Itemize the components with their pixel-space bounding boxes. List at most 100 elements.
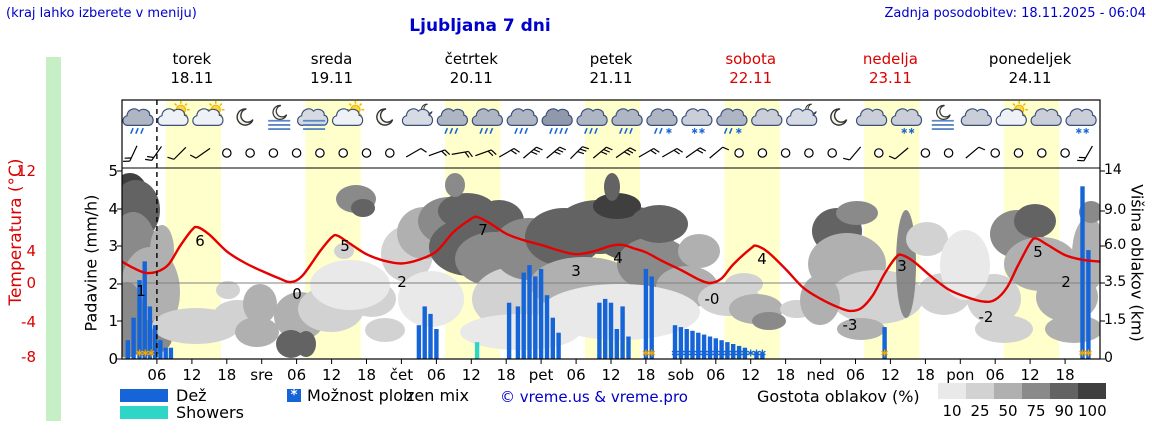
x-tick-label: 12 — [601, 366, 620, 384]
wind-barb-icon — [592, 146, 613, 159]
density-value: 25 — [970, 402, 990, 420]
day-name: torek — [172, 50, 212, 68]
precip-bar — [713, 338, 718, 359]
x-tick-label: ned — [806, 366, 834, 384]
rain-legend-label: Dež — [176, 386, 207, 405]
precip-bar — [428, 313, 433, 359]
temp-value-label: -0 — [705, 290, 720, 308]
cloud-blob — [975, 315, 1033, 343]
x-tick-label: 18 — [497, 366, 516, 384]
precip-bar — [614, 329, 619, 359]
precip-bar — [707, 336, 713, 359]
cloud-blob — [351, 199, 375, 217]
cloud-blob — [296, 331, 316, 357]
wind-barb-icon — [405, 147, 427, 158]
precip-bar — [684, 329, 689, 359]
precip-tick-label: 0 — [108, 350, 118, 368]
day-name: ponedeljek — [988, 50, 1072, 68]
x-tick-label: pet — [529, 366, 554, 384]
precip-bar — [620, 306, 625, 359]
x-tick-label: 12 — [1021, 366, 1040, 384]
x-tick-label: 12 — [182, 366, 201, 384]
cloud-blob — [365, 318, 405, 342]
weather-icon-moon-fog — [268, 104, 291, 130]
precip-bar — [690, 330, 695, 359]
x-tick-label: 18 — [636, 366, 655, 384]
precip-bar — [137, 280, 142, 359]
x-tick-label: 06 — [427, 366, 446, 384]
wind-calm-icon — [291, 148, 302, 158]
x-tick-label: 12 — [741, 366, 760, 384]
copyright-link[interactable]: © vreme.us & vreme.pro — [500, 388, 688, 406]
weather-icon-rain — [471, 108, 504, 134]
day-name: nedelja — [862, 50, 918, 68]
precip-bar — [678, 327, 684, 359]
precip-marker — [147, 349, 155, 357]
temp-value-label: 3 — [897, 257, 907, 275]
cloud-blob — [604, 173, 620, 201]
day-name: sreda — [310, 50, 353, 68]
cloud-blob — [678, 234, 720, 268]
density-value: 50 — [998, 402, 1018, 420]
density-value: 90 — [1054, 402, 1074, 420]
precip-marker — [706, 349, 714, 357]
temp-tick-label: -4 — [21, 313, 36, 331]
wind-barb-icon — [546, 146, 567, 159]
wind-calm-icon — [780, 148, 791, 158]
cloud-blob — [398, 271, 464, 327]
precip-bar — [422, 306, 427, 359]
day-header: četrtek 20.11 — [401, 50, 541, 88]
precip-bar — [544, 295, 550, 359]
temp-value-label: 5 — [340, 237, 350, 255]
weather-icon-moon-fog — [931, 104, 954, 130]
wind-calm-icon — [338, 148, 348, 158]
precip-tick-label: 1 — [108, 312, 118, 330]
wind-barb-icon — [123, 145, 138, 162]
weather-icon-sun-cloud — [331, 100, 365, 126]
temp-value-label: 1 — [136, 282, 146, 300]
precip-marker — [759, 349, 766, 357]
wind-barb-icon — [1077, 145, 1093, 162]
cloud-blob — [725, 273, 763, 295]
temp-tick-label: 0 — [26, 274, 36, 292]
day-name: sobota — [725, 50, 777, 68]
precip-bar — [1080, 186, 1085, 359]
cloud-blob — [752, 312, 786, 330]
cloud-blob — [1045, 315, 1100, 343]
wind-barb-icon — [451, 150, 473, 158]
wind-barb-icon — [475, 149, 497, 157]
temp-value-label: 4 — [757, 250, 767, 268]
density-value: 100 — [1078, 402, 1107, 420]
precip-marker — [735, 349, 743, 357]
temp-value-label: 2 — [1061, 273, 1071, 291]
precip-marker — [689, 349, 696, 357]
cloud-blob — [540, 284, 700, 340]
temp-tick-label: 12 — [16, 162, 36, 180]
cloud-tick-label: 9.0 — [1104, 202, 1127, 218]
precip-bar — [131, 317, 136, 359]
precip-tick-label: 4 — [108, 200, 118, 218]
possibility-swatch: * — [287, 389, 301, 402]
wind-barb-icon — [498, 147, 520, 158]
cloud-blob — [150, 225, 174, 275]
wind-barb-icon — [638, 147, 660, 158]
precip-marker — [700, 349, 708, 357]
cloud-blob — [235, 317, 279, 347]
x-tick-label: sob — [668, 366, 695, 384]
cloud-blob — [216, 281, 240, 299]
temp-value-label: -2 — [979, 308, 994, 326]
precip-bar — [125, 340, 130, 359]
precip-bar — [608, 302, 614, 359]
wind-calm-icon — [990, 148, 1000, 158]
cloud-tick-label: 14 — [1104, 162, 1122, 178]
precip-bar — [649, 276, 654, 359]
weather-icon-rain — [506, 108, 538, 134]
x-tick-label: 18 — [217, 366, 236, 384]
day-header: sreda 19.11 — [262, 50, 402, 88]
weather-icon-moon — [376, 108, 394, 126]
weather-icon-snow — [681, 108, 713, 134]
x-tick-label: 06 — [147, 366, 166, 384]
x-tick-label: čet — [390, 366, 413, 384]
